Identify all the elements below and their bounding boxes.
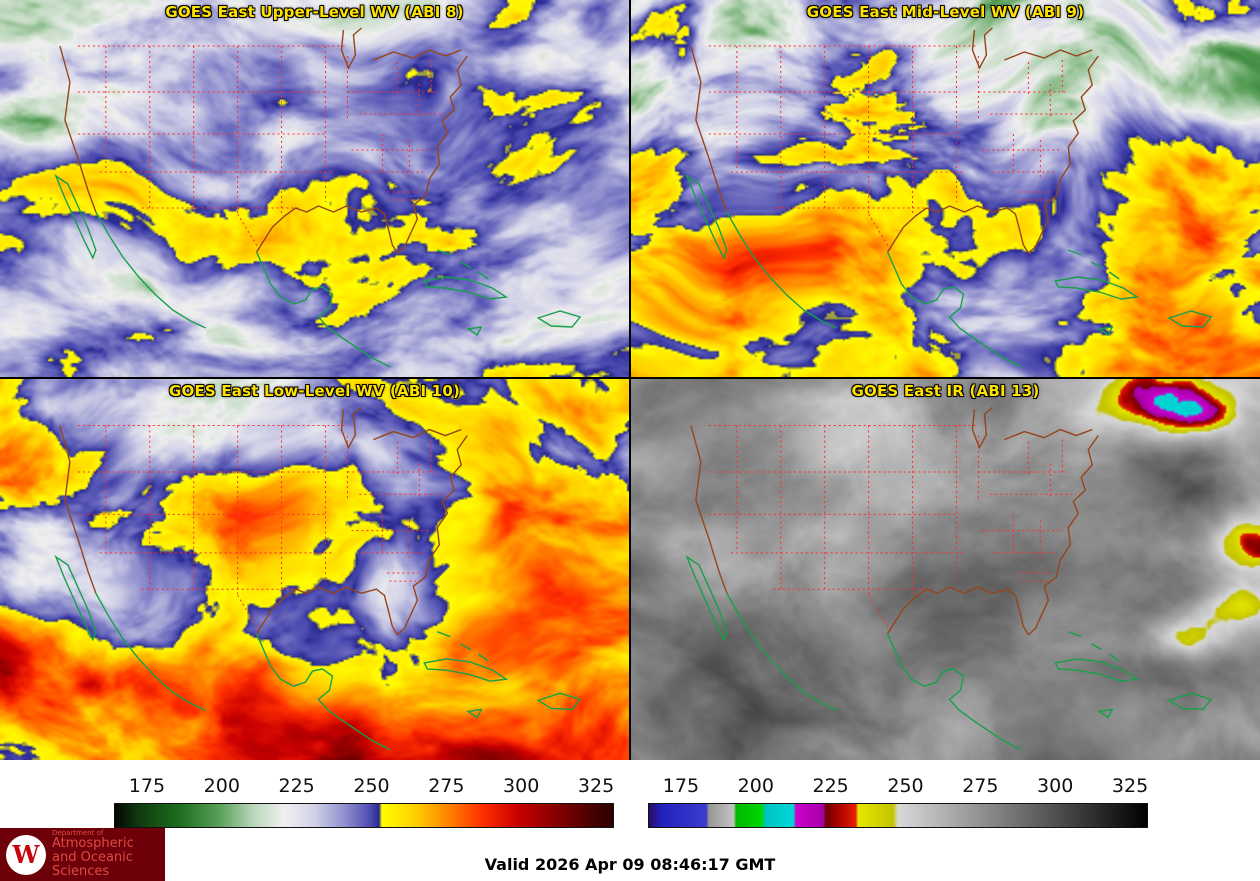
panel-mid-level-wv: GOES East Mid-Level WV (ABI 9) [631,0,1260,377]
colorbar-tick-300: 300 [503,775,540,797]
panel-title-ir: GOES East IR (ABI 13) [851,382,1040,400]
satellite-image-upper-wv [0,0,629,377]
panel-low-level-wv: GOES East Low-Level WV (ABI 10) [0,379,629,760]
logo-dept-line: Department of [52,828,104,837]
map-overlay [686,406,1212,751]
valid-time-label: Valid 2026 Apr 09 08:46:17 GMT [484,855,776,874]
panel-title-low-wv: GOES East Low-Level WV (ABI 10) [168,382,461,400]
map-overlay [55,406,581,751]
satellite-image-ir [631,379,1260,760]
panel-ir: GOES East IR (ABI 13) [631,379,1260,760]
ir-colorbar-gradient [648,803,1148,828]
colorbar-tick-325: 325 [577,775,615,797]
map-overlay [686,27,1212,368]
uw-w-crest-icon: W [6,834,46,875]
colorbar-tick-300: 300 [1037,775,1074,797]
colorbar-tick-275: 275 [428,775,465,797]
wv-colorbar-gradient [114,803,614,828]
colorbar-tick-225: 225 [278,775,315,797]
colorbar-tick-250: 250 [887,775,924,797]
ir-colorbar: 175 200 225 250 275 300 325 [648,774,1148,828]
colorbar-tick-325: 325 [1111,775,1149,797]
colorbar-tick-225: 225 [812,775,849,797]
map-overlay [55,27,581,368]
wv-colorbar-ticks: 175 200 225 250 275 300 325 [114,774,614,800]
colorbar-tick-200: 200 [737,775,774,797]
logo-line-2: and Oceanic Sciences [52,850,133,880]
colorbar-tick-250: 250 [353,775,390,797]
colorbar-tick-175: 175 [128,775,166,797]
panel-grid: GOES East Upper-Level WV (ABI 8) GOES Ea… [0,0,1260,760]
colorbar-tick-175: 175 [662,775,700,797]
satellite-image-low-wv [0,379,629,760]
satellite-image-mid-wv [631,0,1260,377]
uw-aos-logo: W Department of Atmospheric and Oceanic … [0,828,165,881]
panel-title-mid-wv: GOES East Mid-Level WV (ABI 9) [806,3,1085,21]
colorbar-tick-275: 275 [962,775,999,797]
panel-title-upper-wv: GOES East Upper-Level WV (ABI 8) [165,3,464,21]
footer: 175 200 225 250 275 300 325 175 200 225 250 275 300… [0,760,1260,881]
logo-line-1: Atmospheric [52,836,134,852]
uw-aos-logo-text: Department of Atmospheric and Oceanic Sc… [52,828,159,880]
wv-colorbar: 175 200 225 250 275 300 325 [114,774,614,828]
colorbar-tick-200: 200 [203,775,240,797]
panel-upper-level-wv: GOES East Upper-Level WV (ABI 8) [0,0,629,377]
ir-colorbar-ticks: 175 200 225 250 275 300 325 [648,774,1148,800]
